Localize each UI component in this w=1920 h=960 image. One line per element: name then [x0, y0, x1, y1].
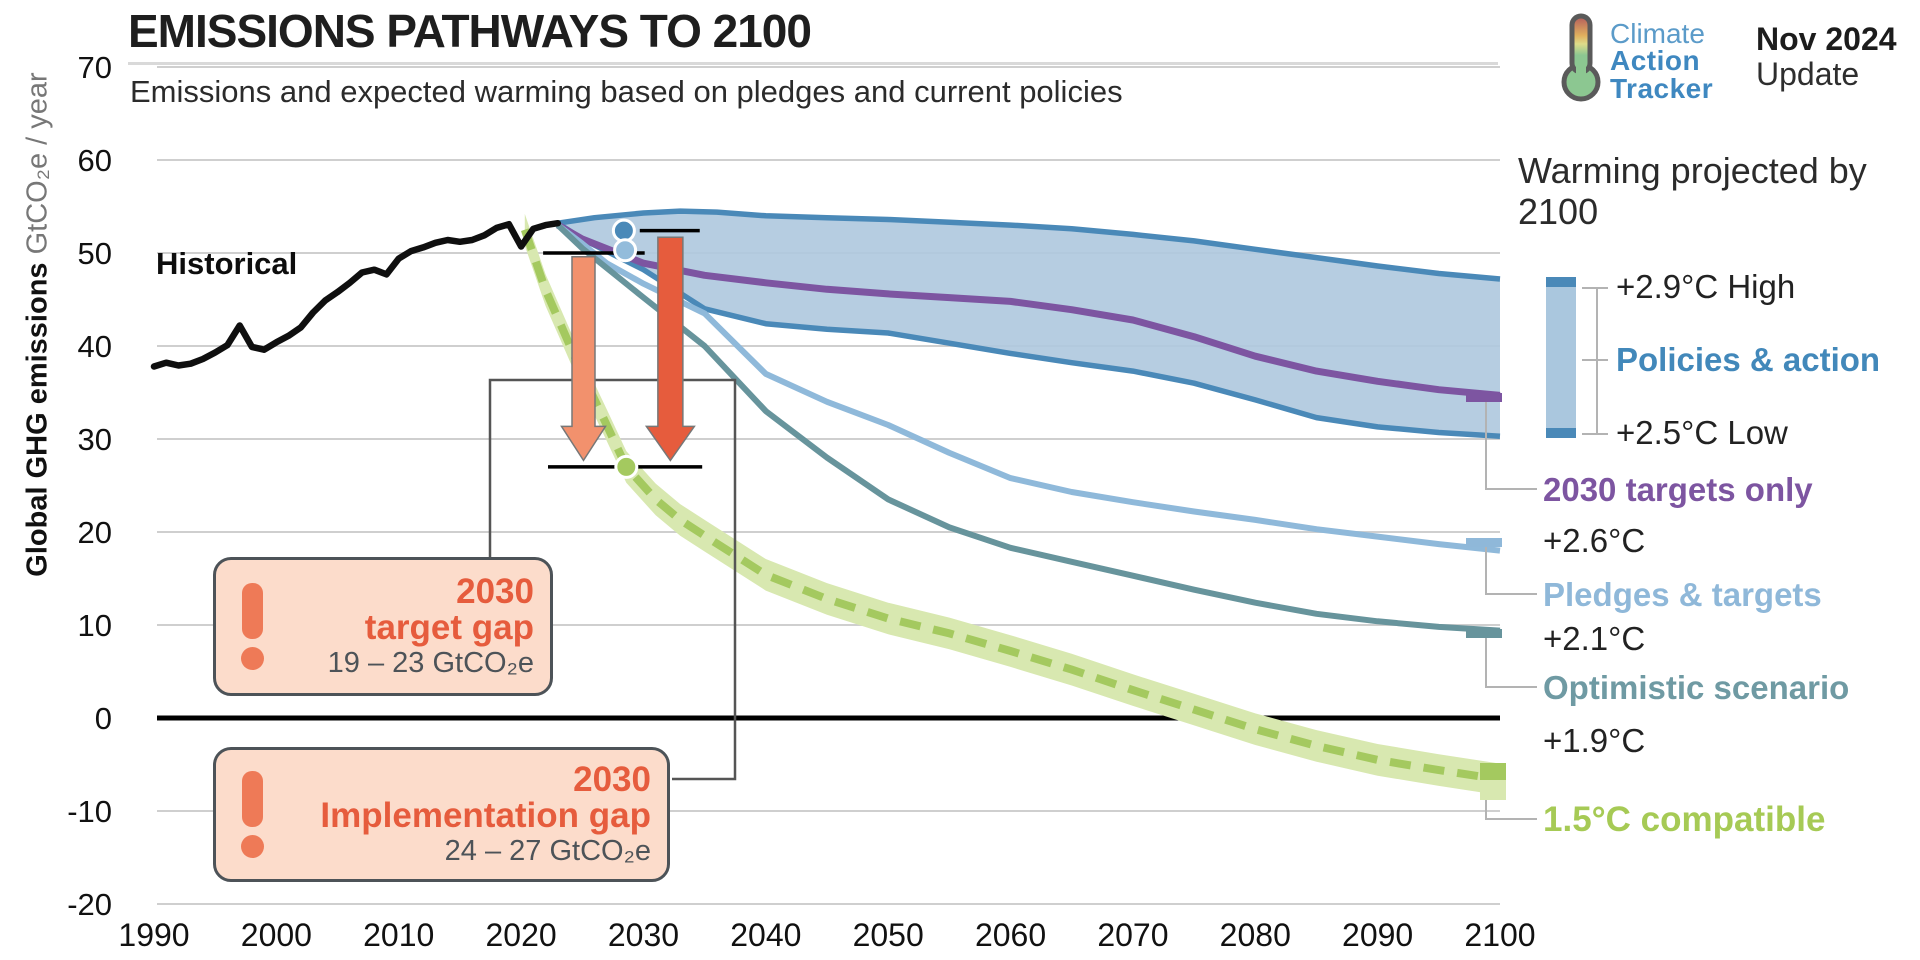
historical-series-label: Historical — [156, 246, 298, 281]
legend-heading: Warming projected by 2100 — [1518, 150, 1867, 233]
target-gap-callout: 2030 target gap 19 – 23 GtCO₂e — [213, 557, 553, 696]
x-tick-label: 2030 — [608, 917, 679, 953]
y-tick-label: 70 — [78, 50, 112, 85]
x-tick-label: 2090 — [1342, 917, 1413, 953]
optimistic-label: Optimistic scenario — [1543, 669, 1850, 706]
pledges-connector — [1485, 547, 1487, 595]
policies-low-temp: +2.5°C Low — [1616, 414, 1788, 451]
target-gap-year: 2030 — [456, 572, 534, 612]
pledges-label: Pledges & targets — [1543, 576, 1822, 613]
thermometer-icon — [1561, 13, 1601, 102]
y-tick-label: 50 — [78, 236, 112, 271]
climate-action-tracker-logo: Climate Action Tracker — [1610, 18, 1714, 104]
edition-date: Nov 2024 — [1756, 21, 1897, 57]
compatible-marker — [1480, 763, 1506, 780]
series-historical — [150, 219, 562, 370]
pledges-marker — [1466, 538, 1502, 547]
exclamation-icon — [216, 771, 288, 858]
x-tick-label: 2100 — [1464, 917, 1535, 953]
policies-band — [557, 211, 1500, 437]
series-policies-low — [556, 220, 1501, 439]
y-tick-label: 0 — [95, 701, 112, 736]
policies-high-2030-dot — [611, 218, 636, 243]
compatible-connector — [1485, 800, 1487, 820]
y-tick-label: -10 — [67, 794, 112, 829]
logo-word-climate: Climate — [1610, 18, 1705, 49]
policies-bracket — [1596, 288, 1598, 434]
compatible-label: 1.5°C compatible — [1543, 800, 1826, 839]
pledges-temp: +2.1°C — [1543, 620, 1646, 657]
y-tick-label: 30 — [78, 422, 112, 457]
optimistic-connector — [1485, 686, 1537, 688]
y-axis-title-main: Global GHG emissions — [21, 262, 54, 577]
policies-bracket-tick-mid — [1582, 359, 1608, 361]
targets-2030-marker — [1466, 393, 1502, 402]
policies-action-label: Policies & action — [1616, 341, 1881, 378]
gap-box-connector — [488, 378, 737, 781]
y-tick-label: 60 — [78, 143, 112, 178]
implementation-gap-arrow — [644, 236, 696, 462]
implementation-gap-value: 24 – 27 GtCO₂e — [444, 835, 651, 868]
y-tick-label: -20 — [67, 887, 112, 922]
x-tick-label: 2050 — [853, 917, 924, 953]
implementation-gap-callout: 2030 Implementation gap 24 – 27 GtCO₂e — [213, 747, 670, 882]
edition-badge: Nov 2024 Update — [1756, 21, 1897, 93]
implementation-gap-title: Implementation gap — [320, 795, 651, 835]
title-divider — [128, 62, 1498, 65]
x-tick-label: 1990 — [118, 917, 189, 953]
series-policies-high — [557, 208, 1501, 282]
policies-high-temp: +2.9°C High — [1616, 268, 1796, 305]
x-tick-label: 2060 — [975, 917, 1046, 953]
x-tick-label: 2080 — [1220, 917, 1291, 953]
series-targets_2030 — [556, 222, 1501, 399]
x-tick-label: 2000 — [241, 917, 312, 953]
page-title: EMISSIONS PATHWAYS TO 2100 — [128, 5, 812, 57]
target-gap-title: target gap — [364, 607, 534, 647]
y-axis-title-unit: GtCO₂e / year — [21, 72, 54, 263]
target-gap-arrow — [560, 255, 607, 462]
y-tick-label: 20 — [78, 515, 112, 550]
policies-bracket-tick-low — [1582, 433, 1608, 435]
compatible-2030-dot — [614, 454, 639, 479]
targets-2030-temp: +2.6°C — [1543, 522, 1646, 559]
logo-word-action: Action — [1610, 45, 1701, 77]
series-pledges — [555, 222, 1501, 554]
page-subtitle: Emissions and expected warming based on … — [130, 74, 1123, 109]
pledges-connector — [1485, 593, 1537, 595]
compatible-marker-band — [1480, 780, 1506, 800]
optimistic-marker — [1466, 629, 1502, 638]
policies-low-2030-dot — [613, 238, 638, 263]
targets-2030-label: 2030 targets only — [1543, 471, 1813, 508]
implementation-gap-year: 2030 — [573, 760, 651, 800]
y-tick-label: 10 — [78, 608, 112, 643]
series-compat15 — [521, 228, 1501, 784]
exclamation-icon — [216, 583, 288, 670]
edition-update: Update — [1756, 56, 1860, 93]
x-tick-label: 2010 — [363, 917, 434, 953]
logo-word-tracker: Tracker — [1610, 72, 1714, 104]
policies-action-range-bar — [1546, 277, 1576, 438]
x-tick-label: 2070 — [1097, 917, 1168, 953]
y-tick-label: 40 — [78, 329, 112, 364]
target-gap-value: 19 – 23 GtCO₂e — [327, 647, 534, 680]
x-tick-label: 2040 — [730, 917, 801, 953]
targets-2030-connector — [1485, 488, 1537, 490]
compatible-connector — [1485, 818, 1537, 820]
series-optimistic — [555, 222, 1501, 634]
targets-2030-connector — [1485, 402, 1487, 490]
x-tick-label: 2020 — [485, 917, 556, 953]
optimistic-connector — [1485, 638, 1487, 688]
policies-bracket-tick-high — [1582, 287, 1608, 289]
optimistic-temp: +1.9°C — [1543, 722, 1646, 759]
y-axis-title: Global GHG emissions GtCO₂e / year — [22, 25, 55, 625]
